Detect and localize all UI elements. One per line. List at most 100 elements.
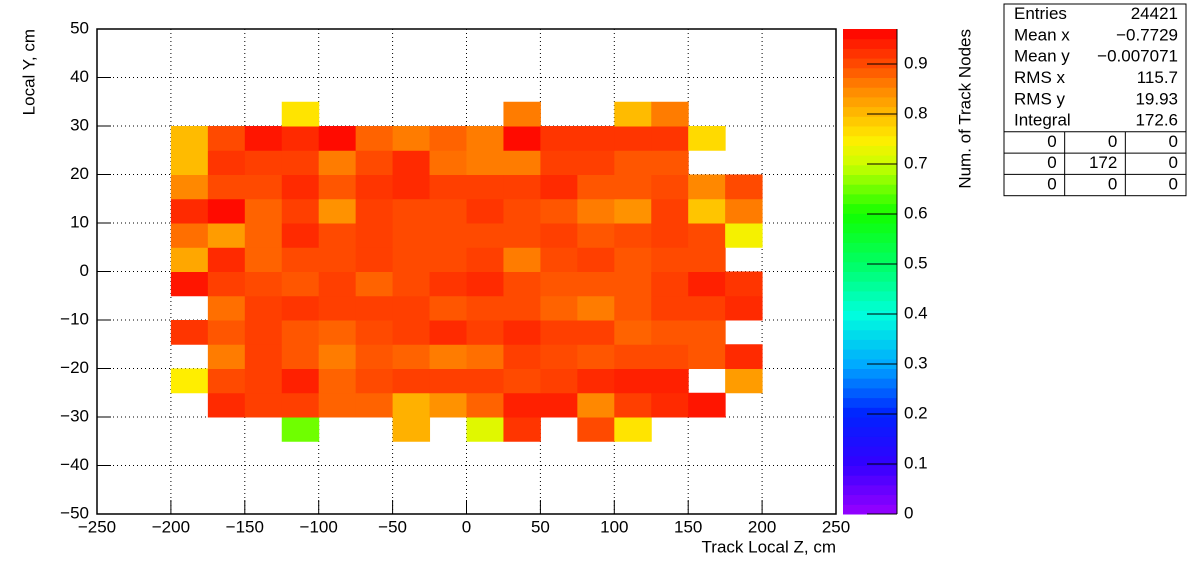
cell [170, 320, 209, 345]
palette-band [843, 242, 897, 253]
cell [281, 126, 320, 151]
cell [281, 295, 320, 321]
cell [688, 271, 726, 297]
z-tick-label: 0.3 [904, 353, 928, 372]
cell [540, 174, 578, 200]
cell [244, 150, 283, 175]
z-tick-label: 0.9 [904, 53, 928, 72]
cell [318, 344, 357, 369]
cell [392, 368, 431, 394]
cell [614, 392, 652, 418]
palette-band [843, 465, 897, 476]
cell [577, 247, 615, 272]
cell [688, 247, 726, 272]
cell [540, 392, 578, 418]
y-tick-label: 50 [70, 18, 89, 37]
cell [244, 344, 283, 369]
cell [429, 150, 467, 175]
palette-band [843, 232, 897, 243]
y-axis-title: Local Y, cm [19, 29, 38, 115]
palette-band [843, 271, 897, 282]
cell [540, 150, 578, 175]
cell [688, 223, 726, 248]
cell [392, 344, 431, 369]
cell [244, 223, 283, 248]
cell [540, 344, 578, 369]
cell [281, 344, 320, 369]
cell [207, 295, 246, 321]
cell [577, 368, 615, 394]
cell [466, 320, 504, 345]
cell [503, 271, 541, 297]
cell [207, 392, 246, 418]
cell [651, 344, 689, 369]
cell [503, 126, 541, 151]
stats-cell: 0 [1108, 132, 1117, 151]
x-tick-label: 50 [531, 517, 550, 536]
palette-band [843, 261, 897, 272]
y-tick-label: 20 [70, 164, 89, 183]
y-tick-label: −40 [60, 455, 89, 474]
cell [207, 223, 246, 248]
cell [429, 295, 467, 321]
cell [392, 247, 431, 272]
stats-cell: 0 [1169, 153, 1178, 172]
cell [318, 368, 357, 394]
cell [651, 174, 689, 200]
cell [207, 247, 246, 272]
cell [355, 392, 394, 418]
cell [318, 320, 357, 345]
cell [651, 295, 689, 321]
cell [614, 295, 652, 321]
palette-band [843, 320, 897, 331]
palette-band [843, 426, 897, 437]
palette-band [843, 494, 897, 505]
cell [466, 271, 504, 297]
palette-band [843, 290, 897, 302]
cell [540, 295, 578, 321]
palette-band [843, 446, 897, 457]
cell [688, 344, 726, 369]
palette-band [843, 504, 897, 515]
cell [318, 392, 357, 418]
palette-band [843, 436, 897, 447]
y-tick-label: −30 [60, 406, 89, 425]
cell [244, 198, 283, 224]
palette-band [843, 193, 897, 205]
cell [725, 271, 763, 297]
cell [466, 223, 504, 248]
cell [318, 126, 357, 151]
cell [170, 174, 209, 200]
cell [614, 126, 652, 151]
cell [503, 320, 541, 345]
z-tick-label: 0 [904, 503, 913, 522]
palette-band [843, 155, 897, 166]
y-tick-label: −10 [60, 309, 89, 328]
cell [466, 417, 504, 442]
cell [688, 174, 726, 200]
cell [577, 417, 615, 442]
cell [577, 223, 615, 248]
palette-band [843, 368, 897, 379]
cell [503, 101, 541, 127]
cell [577, 150, 615, 175]
stats-value: −0.7729 [1116, 25, 1178, 44]
stats-cell: 0 [1047, 175, 1056, 194]
cell [170, 368, 209, 394]
cell [318, 150, 357, 175]
z-tick-label: 0.6 [904, 203, 928, 222]
cell [577, 174, 615, 200]
cell [688, 126, 726, 151]
cell [725, 344, 763, 369]
palette-band [843, 96, 897, 108]
cell [725, 174, 763, 200]
cell [355, 174, 394, 200]
cell [651, 247, 689, 272]
cell [688, 320, 726, 345]
y-tick-label: 30 [70, 115, 89, 134]
cell [392, 223, 431, 248]
cell [540, 223, 578, 248]
cell [244, 271, 283, 297]
palette-band [843, 484, 897, 496]
cell [392, 392, 431, 418]
